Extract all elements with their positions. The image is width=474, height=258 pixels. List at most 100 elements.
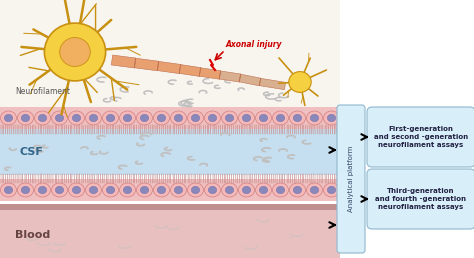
Ellipse shape [293,114,301,122]
Ellipse shape [259,114,268,122]
Ellipse shape [154,111,170,125]
Ellipse shape [255,183,272,197]
Ellipse shape [123,114,132,122]
Ellipse shape [21,186,30,194]
Bar [0,0,340,113]
Ellipse shape [45,23,106,81]
Text: Axonal injury: Axonal injury [226,40,283,49]
Ellipse shape [328,186,336,194]
Ellipse shape [323,183,339,197]
Ellipse shape [52,111,67,125]
Ellipse shape [276,186,285,194]
Text: Blood: Blood [15,230,50,240]
Text: Neurofilament: Neurofilament [15,87,70,96]
Polygon shape [219,71,241,82]
Ellipse shape [290,183,306,197]
Ellipse shape [191,186,200,194]
Polygon shape [259,78,285,90]
Text: CSF: CSF [20,147,44,157]
Polygon shape [111,55,136,68]
Bar [0,204,340,210]
Ellipse shape [73,114,81,122]
Bar [0,128,340,175]
Ellipse shape [289,72,311,92]
Ellipse shape [119,183,136,197]
Ellipse shape [35,111,51,125]
Ellipse shape [204,111,220,125]
Ellipse shape [307,183,322,197]
Ellipse shape [225,114,234,122]
Ellipse shape [209,186,217,194]
Ellipse shape [0,111,17,125]
Ellipse shape [188,111,203,125]
Ellipse shape [255,111,272,125]
Ellipse shape [137,111,153,125]
Ellipse shape [38,186,46,194]
Ellipse shape [73,186,81,194]
Ellipse shape [238,111,255,125]
Text: Third-generation
and fourth -generation
neurofilament assays: Third-generation and fourth -generation … [375,188,466,210]
Ellipse shape [55,186,64,194]
Text: First-generation
and second -generation
neurofilament assays: First-generation and second -generation … [374,126,468,148]
Ellipse shape [188,183,203,197]
Ellipse shape [157,186,165,194]
Ellipse shape [21,114,30,122]
Polygon shape [200,68,220,79]
Ellipse shape [0,183,17,197]
Ellipse shape [18,111,34,125]
Ellipse shape [290,111,306,125]
Ellipse shape [154,183,170,197]
Ellipse shape [174,114,182,122]
Ellipse shape [307,111,322,125]
Ellipse shape [123,186,132,194]
Bar [0,179,340,201]
Ellipse shape [69,183,84,197]
Ellipse shape [293,186,301,194]
Ellipse shape [52,183,67,197]
Ellipse shape [38,114,46,122]
Ellipse shape [102,111,118,125]
Ellipse shape [140,186,149,194]
Ellipse shape [242,186,251,194]
Polygon shape [157,61,181,74]
FancyBboxPatch shape [367,107,474,167]
Ellipse shape [106,114,115,122]
Ellipse shape [157,114,165,122]
Ellipse shape [85,183,101,197]
Ellipse shape [85,111,101,125]
Ellipse shape [328,114,336,122]
Ellipse shape [225,186,234,194]
Ellipse shape [221,183,237,197]
Ellipse shape [242,114,251,122]
Ellipse shape [89,186,98,194]
Ellipse shape [4,186,13,194]
Ellipse shape [171,183,186,197]
Ellipse shape [310,114,319,122]
Polygon shape [239,74,261,86]
Ellipse shape [18,183,34,197]
Ellipse shape [273,111,289,125]
Ellipse shape [209,114,217,122]
Ellipse shape [102,183,118,197]
Text: Analytical platform: Analytical platform [348,146,354,212]
Ellipse shape [119,111,136,125]
Ellipse shape [55,114,64,122]
Ellipse shape [89,114,98,122]
Ellipse shape [259,186,268,194]
Bar [0,210,340,258]
Bar [0,107,340,129]
Ellipse shape [174,186,182,194]
Ellipse shape [106,186,115,194]
FancyBboxPatch shape [367,169,474,229]
Ellipse shape [191,114,200,122]
Ellipse shape [171,111,186,125]
Ellipse shape [273,183,289,197]
Ellipse shape [140,114,149,122]
Ellipse shape [204,183,220,197]
Ellipse shape [137,183,153,197]
Ellipse shape [69,111,84,125]
Ellipse shape [238,183,255,197]
Ellipse shape [323,111,339,125]
Ellipse shape [4,114,13,122]
Ellipse shape [310,186,319,194]
